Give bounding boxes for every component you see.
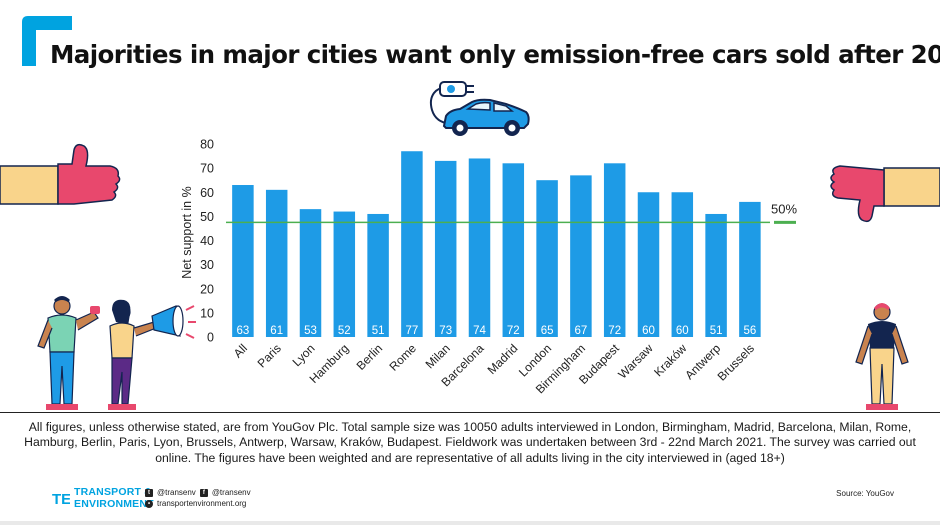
bar-paris [265,189,288,337]
bar-value-label: 51 [372,325,385,337]
twitter-handle[interactable]: @transenv [157,488,196,497]
globe-icon: • [145,499,153,508]
bar-madrid [502,163,525,337]
bar-value-label: 67 [575,325,588,337]
bar-london [536,180,558,337]
website-link[interactable]: transportenvironment.org [157,499,247,508]
bar-all [232,185,254,337]
footnote: All figures, unless otherwise stated, ar… [24,420,916,465]
people-megaphone-illustration [37,296,196,410]
logo-mark-text: TE [52,491,70,506]
bar-value-label: 56 [744,325,757,337]
y-tick-label: 60 [200,186,214,200]
bottom-strip [0,521,940,525]
bar-value-label: 77 [406,325,419,337]
y-tick-label: 20 [200,282,214,296]
logo-line1: TRANSPORT & [74,486,153,498]
x-tick-label: Brussels [715,341,757,383]
thumbs-up-icon [0,143,121,205]
bar-chart: 0 10 20 30 40 50 60 70 80 Net support in % 63 All 61… [180,138,797,397]
bar-lyon [299,209,322,337]
facebook-handle[interactable]: @transenv [211,488,251,497]
x-tick-label: Paris [255,341,284,370]
chart-title: Majorities in major cities want only emi… [50,40,940,69]
corner-bracket-icon [22,16,72,66]
bar-birmingham [570,175,592,337]
bar-value-label: 53 [304,325,317,337]
bar-value-label: 72 [608,325,621,337]
y-axis-label: Net support in % [180,186,194,278]
bar-value-label: 65 [541,325,554,337]
person-illustration [855,303,909,410]
bar-brussels [739,201,761,337]
bar-value-label: 51 [710,325,723,337]
bar-value-label: 61 [270,325,283,337]
logo-line2: ENVIRONMENT [74,498,154,510]
bar-rome [401,151,423,337]
x-tick-label: Warsaw [615,341,655,381]
te-logo: TE TRANSPORT & ENVIRONMENT [52,486,154,510]
bar-milan [434,160,457,337]
x-tick-label: Madrid [485,341,521,377]
bar-budapest [603,163,626,337]
bar-value-label: 73 [439,325,452,337]
bar-barcelona [468,158,491,337]
bar-kraków [671,192,694,337]
bar-berlin [367,213,389,337]
x-tick-label: Rome [386,341,419,374]
bar-value-label: 74 [473,325,486,337]
electric-car-icon [430,81,530,136]
bar-antwerp [705,213,727,337]
bar-value-label: 52 [338,325,351,337]
bar-value-label: 60 [676,325,689,337]
bar-warsaw [637,192,660,337]
social-links: t @transenv f @transenv • transportenvir… [145,487,251,509]
source-note: Source: YouGov [836,489,894,498]
y-tick-label: 10 [200,306,214,320]
bar-value-label: 63 [237,325,250,337]
twitter-icon: t [145,488,153,497]
x-tick-label: Milan [423,341,453,371]
bar-value-label: 60 [642,325,655,337]
y-tick-label: 40 [200,234,214,248]
y-tick-label: 70 [200,162,214,176]
te-logo-mark-icon: TE [52,491,70,506]
thumbs-down-icon [830,165,940,223]
bar-value-label: 72 [507,325,520,337]
divider-line [0,412,940,413]
x-tick-label: Lyon [290,341,318,369]
y-tick-label: 0 [207,331,214,345]
x-tick-label: All [231,341,250,360]
y-tick-label: 80 [200,138,214,152]
facebook-icon: f [199,488,208,497]
x-tick-label: Berlin [354,341,386,373]
bar-hamburg [333,211,356,337]
reference-label: 50% [771,201,797,216]
y-tick-label: 30 [200,258,214,272]
y-tick-label: 50 [200,210,214,224]
